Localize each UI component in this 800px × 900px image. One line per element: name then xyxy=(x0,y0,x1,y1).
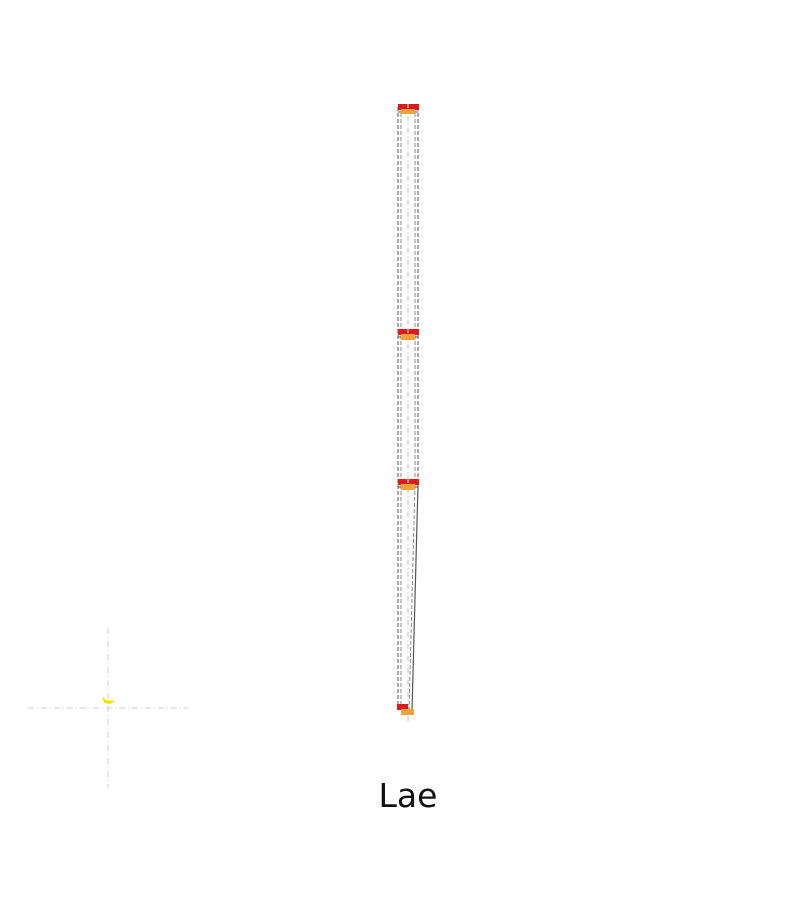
node-level-1 xyxy=(398,479,419,490)
origin-marker xyxy=(102,696,115,704)
left-column xyxy=(397,107,402,709)
node-level-2 xyxy=(398,329,419,340)
origin-axis-icon xyxy=(28,628,188,788)
caption-label: Lae xyxy=(378,776,438,815)
right-column xyxy=(408,107,419,712)
node-base xyxy=(397,704,414,715)
node-roof xyxy=(398,104,419,114)
